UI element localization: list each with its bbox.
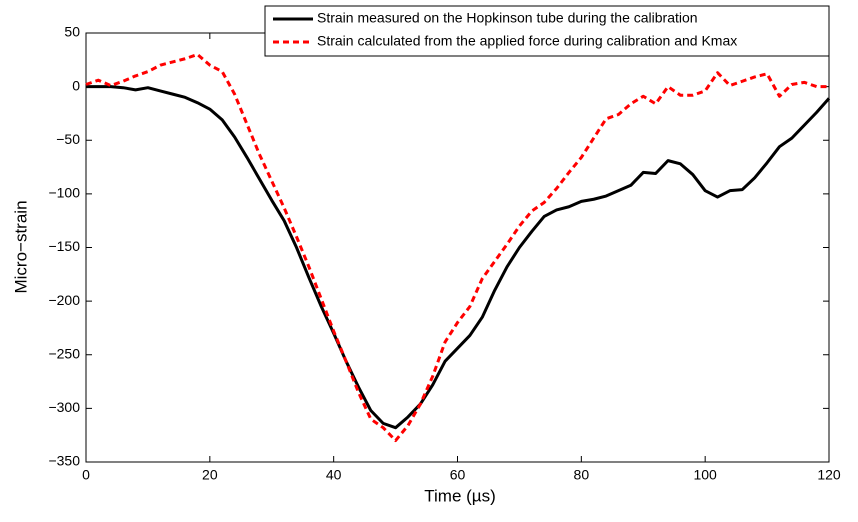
legend-box (264, 5, 830, 57)
y-tick-label: −100 (48, 185, 80, 201)
y-tick-label: −250 (48, 345, 80, 361)
y-axis-label: Micro−strain (11, 200, 30, 293)
data-line (86, 85, 831, 430)
legend-label: Strain measured on the Hopkinson tube du… (317, 10, 698, 26)
data-line (85, 52, 829, 443)
y-tick-label: −150 (48, 238, 80, 254)
x-tick-label: 100 (693, 467, 717, 483)
legend-label: Strain calculated from the applied force… (317, 33, 737, 49)
x-tick-label: 20 (202, 467, 218, 483)
y-tick-label: −350 (48, 453, 80, 469)
x-tick-label: 0 (82, 467, 90, 483)
x-tick-label: 120 (817, 467, 841, 483)
y-tick-label: 0 (72, 77, 80, 93)
y-tick-label: 50 (64, 24, 80, 40)
x-tick-label: 40 (326, 467, 342, 483)
x-tick-label: 60 (450, 467, 466, 483)
x-tick-label: 80 (574, 467, 590, 483)
plot-frame (85, 32, 830, 463)
y-tick-label: −50 (56, 131, 80, 147)
y-tick-label: −300 (48, 399, 80, 415)
x-axis-label: Time (µs) (424, 486, 496, 505)
y-tick-label: −200 (48, 292, 80, 308)
